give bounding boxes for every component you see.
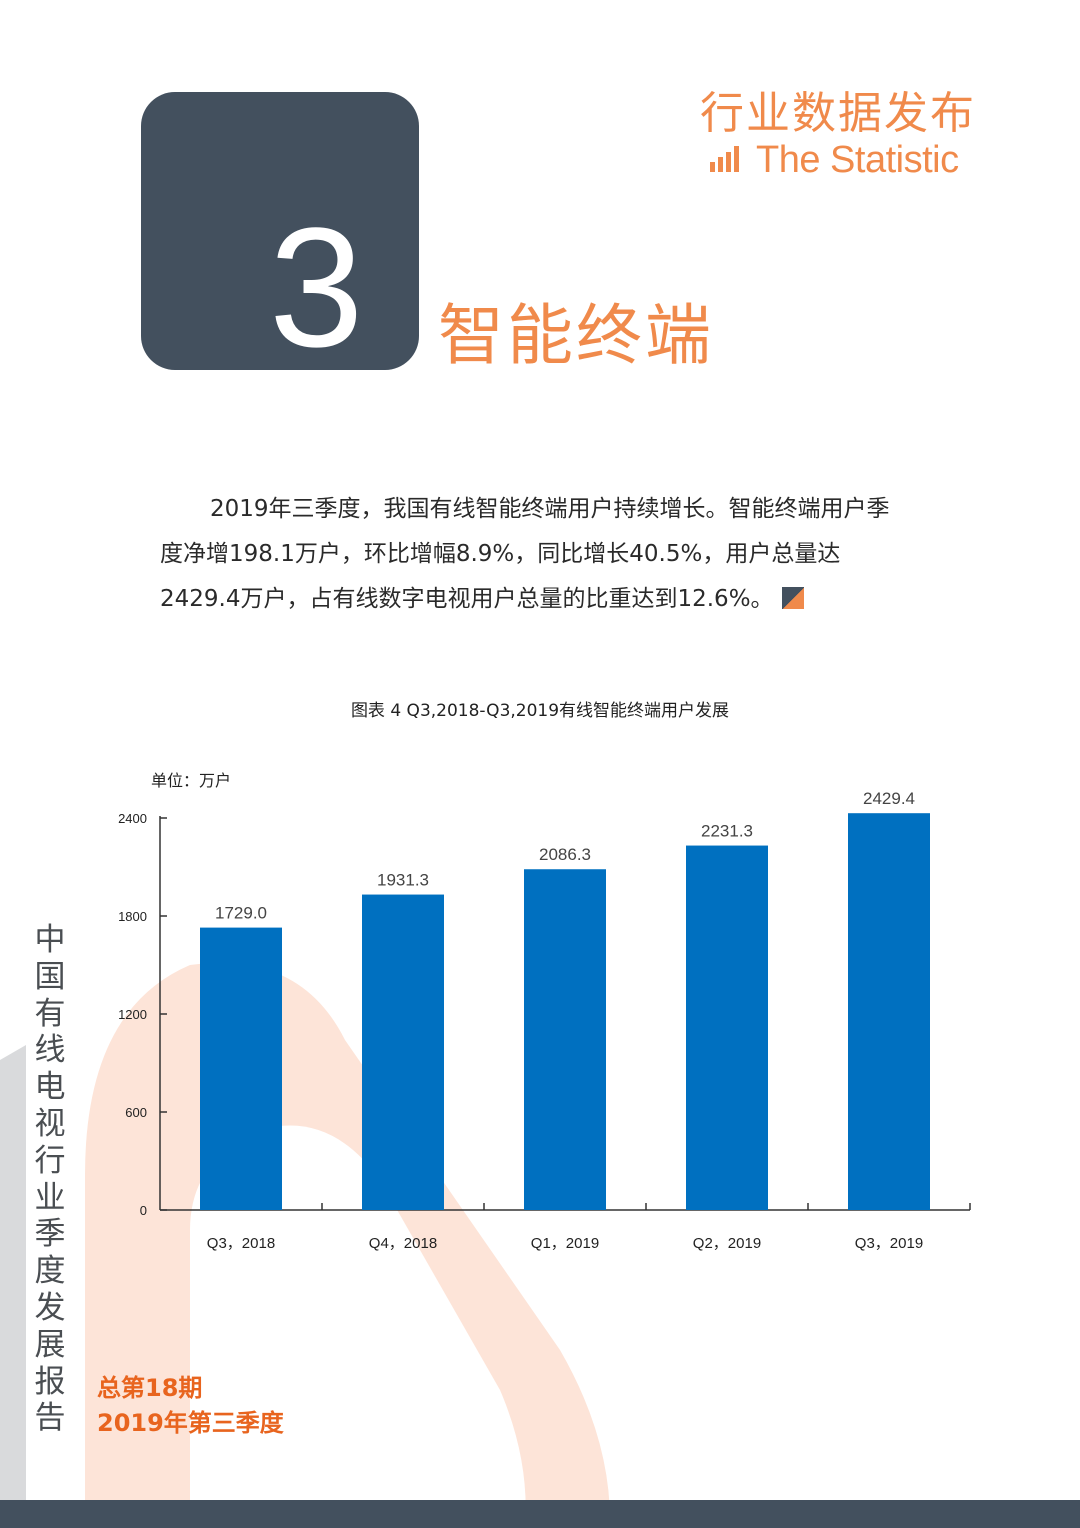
chart-caption: 图表 4 Q3,2018-Q3,2019有线智能终端用户发展 [350,701,730,721]
x-tick-label: Q1，2019 [531,1235,599,1252]
issue-period: 2019年第三季度 [97,1409,284,1437]
x-tick-label: Q2，2019 [693,1235,761,1252]
chart-unit-label: 单位：万户 [151,771,232,790]
data-label: 2429.4 [863,789,915,808]
data-label: 2086.3 [539,845,591,864]
y-tick-label: 1200 [118,1007,147,1022]
brand-title-en: The Statistic [756,139,959,181]
chart-bar [362,894,444,1210]
paragraph-line-3: 2429.4万户，占有线数字电视用户总量的比重达到12.6%。 [160,586,774,612]
y-tick-label: 2400 [118,811,147,826]
chart-bar [524,869,606,1210]
chart-bar [200,927,282,1210]
paragraph-end-mark [781,587,804,609]
chart-bar [848,813,930,1210]
section-number-tile: 3 [141,92,419,370]
data-label: 1931.3 [377,871,429,890]
paragraph-line-1: 2019年三季度，我国有线智能终端用户持续增长。智能终端用户季 [210,496,890,522]
y-tick-label: 0 [140,1203,147,1218]
data-label: 2231.3 [701,822,753,841]
report-name-vertical: 中国有线电视行业季度发展报告 [34,922,66,1437]
x-tick-label: Q4，2018 [369,1235,437,1252]
section-number: 3 [269,193,364,370]
bottom-bar [0,1500,1080,1528]
brand-title-cn: 行业数据发布 [700,88,976,139]
issue-number: 总第18期 [97,1374,203,1402]
section-title: 智能终端 [438,297,714,374]
x-tick-label: Q3，2019 [855,1235,923,1252]
bar-chart-icon [710,146,739,172]
y-tick-label: 1800 [118,909,147,924]
body-paragraph: 2019年三季度，我国有线智能终端用户持续增长。智能终端用户季 度净增198.1… [160,487,960,622]
chart-bar [686,845,768,1210]
x-tick-label: Q3，2018 [207,1235,275,1252]
paragraph-line-2: 度净增198.1万户，环比增幅8.9%，同比增长40.5%，用户总量达 [160,541,841,567]
y-tick-label: 600 [125,1105,147,1120]
data-label: 1729.0 [215,904,267,923]
